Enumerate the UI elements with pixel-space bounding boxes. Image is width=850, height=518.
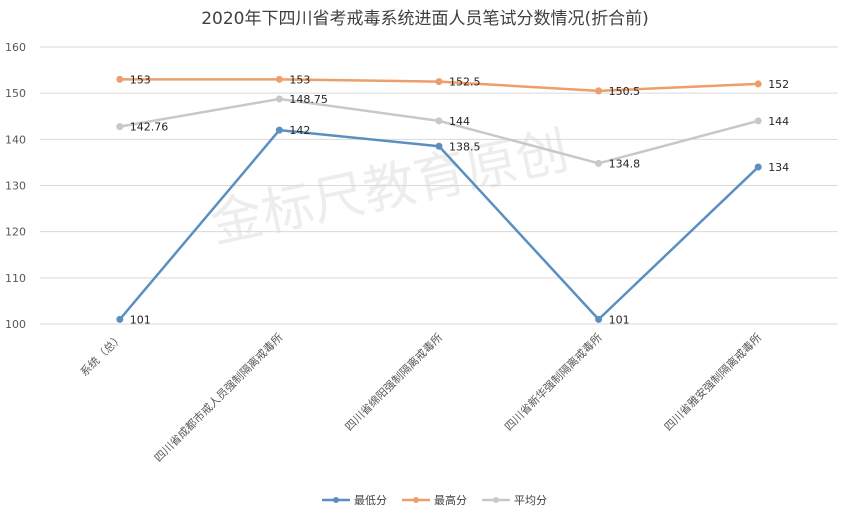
data-label: 134 bbox=[768, 161, 789, 174]
data-point bbox=[435, 142, 443, 150]
legend-label: 最高分 bbox=[434, 493, 467, 507]
data-label: 144 bbox=[768, 115, 789, 128]
gridlines bbox=[40, 46, 838, 325]
y-tick-label: 160 bbox=[5, 41, 26, 54]
legend-marker bbox=[333, 497, 339, 503]
data-label: 153 bbox=[130, 73, 151, 86]
legend-marker bbox=[413, 497, 419, 503]
data-label: 101 bbox=[609, 313, 630, 326]
data-point bbox=[595, 315, 603, 323]
x-tick-label: 四川省雅安强制隔离戒毒所 bbox=[661, 330, 764, 433]
data-label: 150.5 bbox=[609, 85, 641, 98]
data-point bbox=[275, 75, 283, 83]
x-tick-label: 四川省成都市戒人员强制隔离戒毒所 bbox=[151, 330, 285, 464]
x-tick-label: 四川省绵阳强制隔离戒毒所 bbox=[342, 330, 445, 433]
data-label: 134.8 bbox=[609, 157, 641, 170]
data-point bbox=[275, 126, 283, 134]
data-point bbox=[595, 159, 603, 167]
y-axis: 100 110 120 130 140 150 160 bbox=[5, 41, 26, 331]
x-tick-label: 系统（总） bbox=[77, 330, 126, 379]
data-label: 142 bbox=[289, 124, 310, 137]
y-tick-label: 150 bbox=[5, 87, 26, 100]
y-tick-label: 100 bbox=[5, 318, 26, 331]
data-label: 152 bbox=[768, 78, 789, 91]
data-label: 153 bbox=[289, 73, 310, 86]
y-tick-label: 130 bbox=[5, 180, 26, 193]
x-axis: 系统（总） 四川省成都市戒人员强制隔离戒毒所 四川省绵阳强制隔离戒毒所 四川省新华强制… bbox=[77, 330, 764, 464]
data-label: 144 bbox=[449, 115, 470, 128]
data-point bbox=[754, 117, 762, 125]
data-point bbox=[275, 95, 283, 103]
data-point bbox=[435, 78, 443, 86]
data-label: 152.5 bbox=[449, 76, 481, 89]
legend-label: 平均分 bbox=[514, 494, 547, 507]
data-point bbox=[595, 87, 603, 95]
series-group bbox=[116, 75, 762, 323]
data-point bbox=[116, 75, 124, 83]
data-label: 142.76 bbox=[130, 121, 169, 134]
chart-title: 2020年下四川省考戒毒系统进面人员笔试分数情况(折合前) bbox=[201, 9, 649, 29]
data-point bbox=[435, 117, 443, 125]
data-labels: 142.76 148.75 144 134.8 144 153 153 152.5 150.5 1… bbox=[130, 73, 789, 326]
y-tick-label: 110 bbox=[5, 272, 26, 285]
y-tick-label: 120 bbox=[5, 226, 26, 239]
data-label: 138.5 bbox=[449, 140, 481, 153]
data-point bbox=[754, 80, 762, 88]
legend: 最低分 最高分 平均分 bbox=[322, 493, 547, 507]
data-label: 148.75 bbox=[289, 93, 328, 106]
data-point bbox=[754, 163, 762, 171]
data-point bbox=[116, 315, 124, 323]
legend-marker bbox=[493, 497, 499, 503]
data-label: 101 bbox=[130, 313, 151, 326]
x-tick-label: 四川省新华强制隔离戒毒所 bbox=[501, 330, 604, 433]
data-point bbox=[116, 123, 124, 131]
legend-label: 最低分 bbox=[354, 494, 387, 507]
y-tick-label: 140 bbox=[5, 133, 26, 146]
